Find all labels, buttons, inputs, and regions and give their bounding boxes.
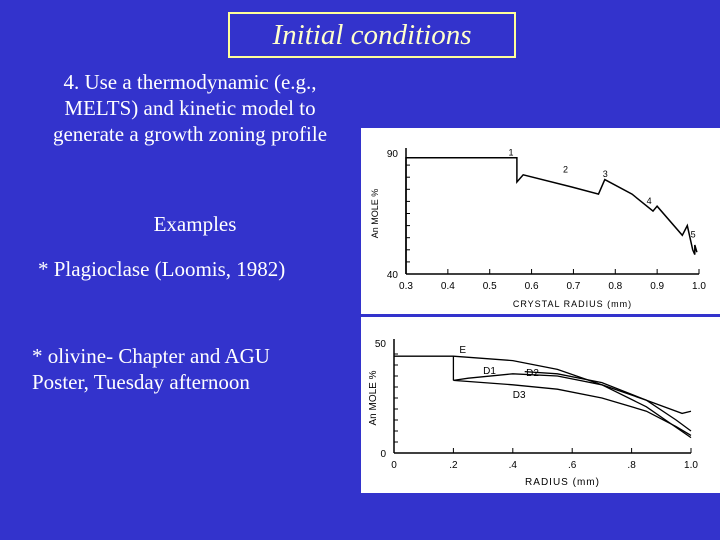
y-axis-label: An MOLE % [368, 370, 379, 425]
x-tick-label: 0 [391, 460, 397, 471]
olivine-chart-panel: 0 .2 .4 .6 .8 1.0 0 50 RADIUS (mm) An MOLE % E D1 D2… [361, 317, 720, 493]
y-tick-label: 0 [380, 449, 386, 460]
y-axis-label: An MOLE % [370, 189, 380, 239]
series-label-e: E [459, 345, 466, 356]
intro-line-3: generate a growth zoning profile [52, 122, 328, 146]
x-axis-label: RADIUS (mm) [525, 477, 600, 488]
series-label-d1: D1 [483, 366, 496, 377]
example-olivine-line-1: * olivine- Chapter and AGU [32, 344, 270, 368]
series-label-d2: D2 [526, 368, 539, 379]
x-axis-label: CRYSTAL RADIUS (mm) [513, 299, 632, 309]
x-tick-label: .8 [627, 460, 636, 471]
series-line-d3 [453, 379, 692, 436]
plagioclase-chart-panel: 0.3 0.4 0.5 0.6 0.7 0.8 0.9 1.0 40 90 CRYSTAL RADI… [361, 128, 720, 314]
zone-annotation-1: 1 [509, 147, 514, 157]
x-tick-label: 0.9 [650, 281, 664, 292]
x-tick-label: .4 [509, 460, 518, 471]
intro-line-2: MELTS) and kinetic model to [64, 96, 316, 120]
series-line-d1 [453, 373, 692, 415]
example-plagioclase: * Plagioclase (Loomis, 1982) [38, 257, 286, 281]
olivine-zoning-chart: 0 .2 .4 .6 .8 1.0 0 50 RADIUS (mm) An MOLE % E D1 D2… [368, 339, 698, 488]
examples-heading: Examples [153, 212, 237, 236]
y-tick-label: 40 [387, 270, 399, 281]
y-tick-label: 90 [387, 149, 399, 160]
zone-annotation-2: 2 [563, 164, 568, 174]
y-tick-label: 50 [375, 339, 387, 350]
example-olivine-line-2: Poster, Tuesday afternoon [32, 370, 250, 394]
x-tick-label: 0.3 [399, 281, 413, 292]
series-line-e [394, 355, 692, 439]
plagioclase-zoning-chart: 0.3 0.4 0.5 0.6 0.7 0.8 0.9 1.0 40 90 CRYSTAL RADI… [370, 147, 706, 309]
zone-annotation-3: 3 [603, 169, 608, 179]
x-tick-label: 0.8 [608, 281, 622, 292]
series-line-d2 [524, 370, 692, 432]
slide-title-box: Initial conditions [228, 12, 516, 58]
slide-title: Initial conditions [272, 18, 472, 51]
x-tick-label: 0.4 [441, 281, 455, 292]
zone-annotation-4: 4 [647, 196, 652, 206]
x-tick-label: 0.6 [525, 281, 539, 292]
series-label-d3: D3 [513, 390, 526, 401]
x-tick-label: .6 [568, 460, 577, 471]
example-olivine: * olivine- Chapter and AGU Poster, Tuesd… [32, 343, 270, 395]
x-tick-label: 1.0 [684, 460, 698, 471]
zone-annotation-5: 5 [691, 230, 696, 240]
x-tick-label: .2 [449, 460, 458, 471]
x-tick-label: 1.0 [692, 281, 706, 292]
intro-line-1: 4. Use a thermodynamic (e.g., [63, 70, 317, 94]
intro-text: 4. Use a thermodynamic (e.g., MELTS) and… [10, 69, 370, 147]
x-tick-label: 0.7 [566, 281, 580, 292]
x-tick-label: 0.5 [483, 281, 497, 292]
plagioclase-zoning-line [405, 157, 698, 274]
